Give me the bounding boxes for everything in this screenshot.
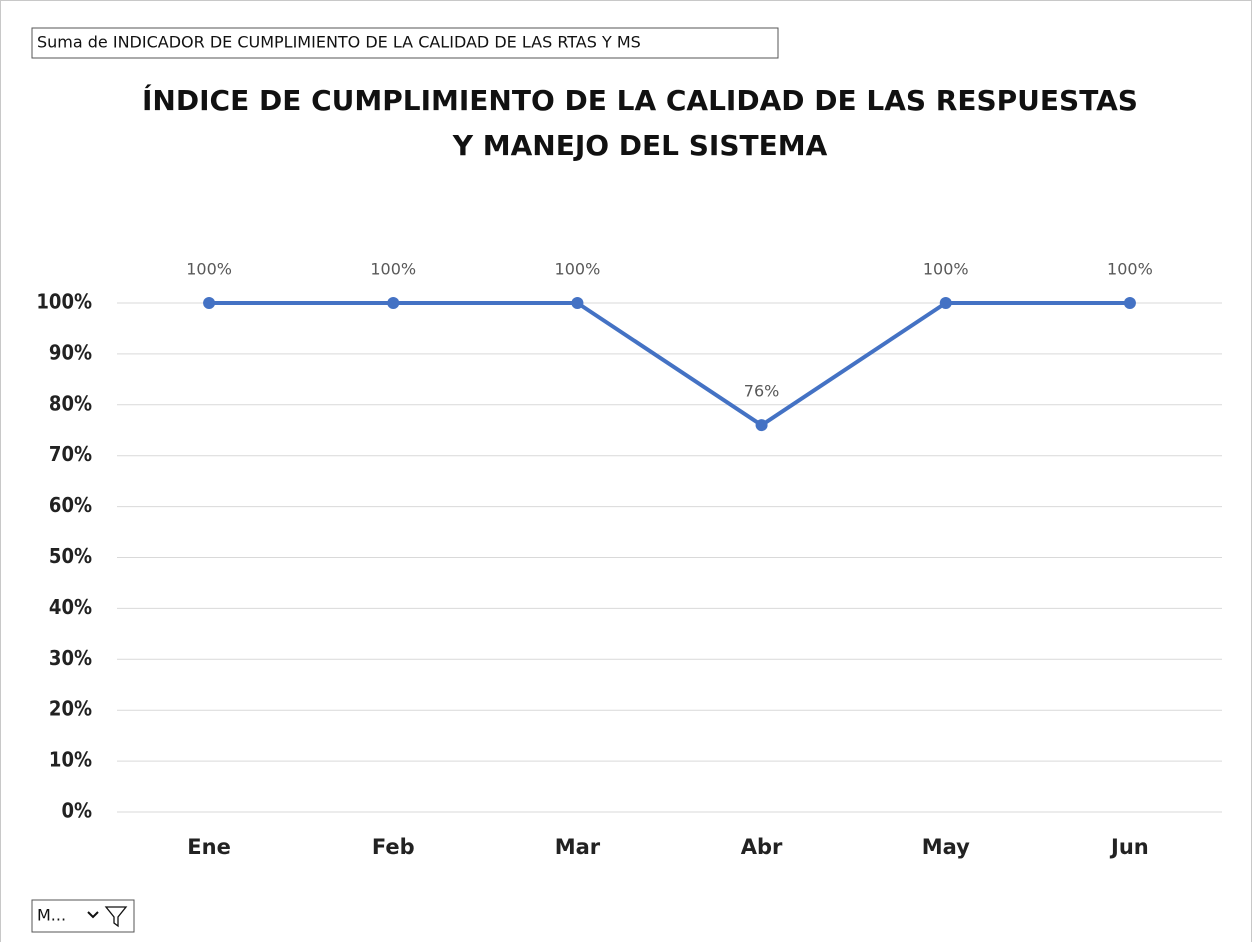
point — [203, 297, 216, 309]
data-label: 100% — [555, 260, 601, 279]
point — [939, 297, 952, 309]
field-button-label: Suma de INDICADOR DE CUMPLIMIENTO DE LA … — [37, 33, 641, 52]
data-label: 100% — [370, 260, 416, 279]
filter-icon — [104, 906, 128, 928]
y-tick-label: 70% — [49, 442, 92, 466]
y-tick-label: 60% — [49, 493, 92, 517]
x-tick-label: Feb — [372, 835, 415, 859]
y-tick-label: 10% — [49, 748, 92, 772]
axis-field-button-label: M... — [37, 906, 66, 925]
y-tick-label: 50% — [49, 544, 92, 568]
y-tick-label: 100% — [36, 290, 92, 314]
point — [387, 297, 400, 309]
y-tick-label: 80% — [49, 391, 92, 415]
x-tick-label: Mar — [555, 835, 601, 859]
y-tick-label: 20% — [49, 697, 92, 721]
field-button[interactable] — [31, 27, 779, 59]
dropdown-icon — [87, 911, 99, 919]
point — [755, 419, 768, 432]
x-tick-label: May — [922, 835, 970, 859]
line — [209, 301, 1130, 428]
y-tick-label: 30% — [49, 646, 92, 670]
point — [571, 297, 584, 309]
y-tick-label: 40% — [49, 595, 92, 619]
x-tick-label: Ene — [187, 835, 231, 859]
data-label: 76% — [744, 382, 780, 401]
y-tick-label: 90% — [49, 340, 92, 364]
data-label: 100% — [923, 260, 969, 279]
data-label: 100% — [186, 260, 232, 279]
chart-title: ÍNDICE DE CUMPLIMIENTO DE LA CALIDAD DE … — [142, 83, 1138, 117]
axis-field-button[interactable] — [31, 899, 135, 933]
chart-title: Y MANEJO DEL SISTEMA — [452, 129, 828, 162]
x-tick-label: Abr — [741, 835, 783, 859]
data-label: 100% — [1107, 260, 1153, 279]
x-tick-label: Jun — [1109, 835, 1149, 859]
y-tick-label: 0% — [61, 799, 92, 823]
point — [1123, 297, 1136, 309]
